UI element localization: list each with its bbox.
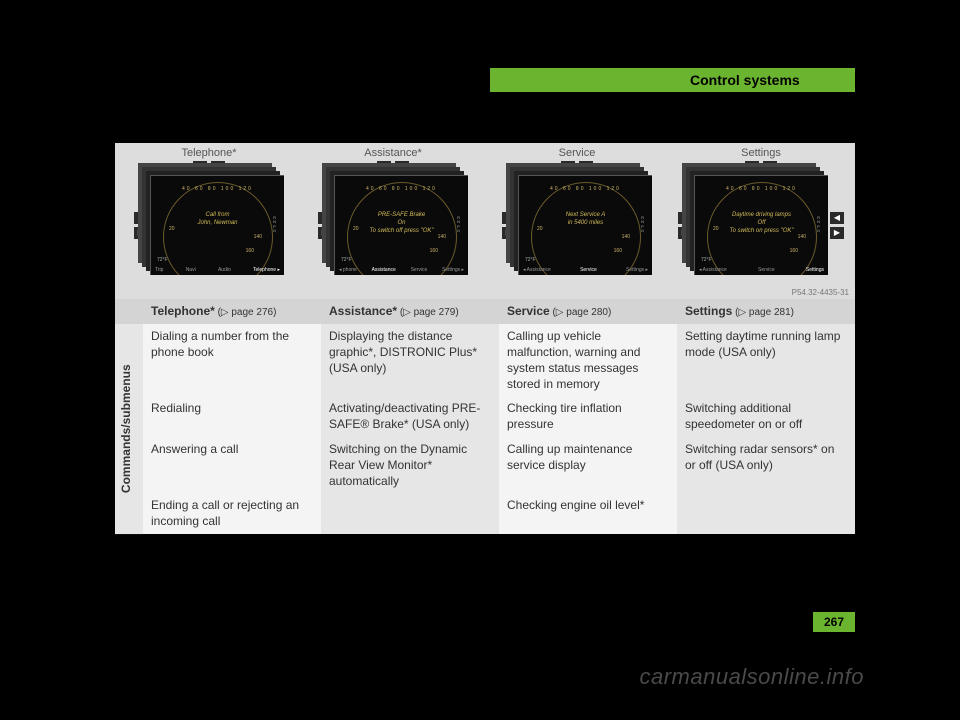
table-cell — [677, 493, 855, 533]
gauge-bottom-menu: ◂ Assistance Service Settings — [699, 267, 824, 273]
arrow-up-icon: ▲ — [745, 161, 759, 173]
gauge-screen: 40 60 80 100 120 20140160 72°F RNPD Next… — [518, 175, 652, 275]
arrow-up-icon: ▲ — [377, 161, 391, 173]
table-cell: Switching radar sensors* on or off (USA … — [677, 437, 855, 494]
gauge-message: PRE-SAFE Brake On To switch off press "O… — [335, 212, 468, 235]
table-cell: Setting daytime running lamp mode (USA o… — [677, 324, 855, 397]
gauge-message: Daytime driving lamps Off To switch on p… — [695, 212, 828, 235]
watermark-text: carmanualsonline.info — [639, 664, 864, 690]
table-cell: Calling up maintenance service display — [499, 437, 677, 494]
dial-ticks: 40 60 80 100 120 — [151, 186, 284, 192]
arrow-right-icon: ▶ — [830, 227, 844, 239]
arrow-right-icon: ▶ — [318, 227, 332, 239]
col-header-service: Service (▷ page 280) — [499, 299, 677, 324]
col-header-assistance: Assistance* (▷ page 279) — [321, 299, 499, 324]
arrow-down-icon: ▼ — [763, 161, 777, 173]
table-cell: Answering a call — [143, 437, 321, 494]
arrow-right-icon: ▶ — [678, 227, 692, 239]
section-title: Control systems — [690, 72, 800, 88]
table-cell: Redialing — [143, 396, 321, 436]
table-cell: Ending a call or rejecting an incoming c… — [143, 493, 321, 533]
table-cell: Displaying the distance graphic*, DISTRO… — [321, 324, 499, 397]
commands-table: Telephone* (▷ page 276) Assistance* (▷ p… — [115, 299, 855, 534]
gauge-bottom-menu: Trip Navi Audio Telephone ▸ — [155, 267, 280, 273]
gauge-bottom-menu: ◂ phone Assistance Service Settings ▸ — [339, 267, 464, 273]
instrument-panel-figure: Telephone* ▲ ▼ ◀ ▶ 40 60 80 100 120 2014… — [115, 143, 855, 299]
arrow-right-icon: ▶ — [134, 227, 148, 239]
left-right-arrows: ◀ ▶ — [134, 212, 148, 239]
gauge-title: Telephone* — [181, 147, 236, 159]
arrow-down-icon: ▼ — [579, 161, 593, 173]
table-cell: Switching on the Dynamic Rear View Monit… — [321, 437, 499, 494]
section-header-tab: Control systems — [490, 68, 855, 92]
table-cell: Checking tire inflation pressure — [499, 396, 677, 436]
table-cell: Checking engine oil level* — [499, 493, 677, 533]
row-group-label: Commands/submenus — [115, 324, 143, 534]
gauge-col-settings: Settings ▲ ▼ ◀ ▶ 40 60 80 100 120 20140160… — [669, 147, 853, 297]
gauge-screen: 40 60 80 100 120 20140160 72°F RNPD Dayt… — [694, 175, 828, 275]
arrow-up-icon: ▲ — [561, 161, 575, 173]
table-cell: Switching additional speedometer on or o… — [677, 396, 855, 436]
arrow-left-icon: ◀ — [134, 212, 148, 224]
arrow-left-icon: ◀ — [830, 212, 844, 224]
arrow-down-icon: ▼ — [395, 161, 409, 173]
gauge-title: Service — [559, 147, 596, 159]
gauge-col-service: Service ▲ ▼ ◀ ▶ 40 60 80 100 120 20140160 … — [485, 147, 669, 297]
gauge-title: Assistance* — [364, 147, 421, 159]
arrow-left-icon: ◀ — [318, 212, 332, 224]
gauge-screen: 40 60 80 100 120 20140160 72°F RNPD PRE-… — [334, 175, 468, 275]
gauge-bottom-menu: ◂ Assistance Service Settings ▸ — [523, 267, 648, 273]
up-down-arrows: ▲ ▼ — [193, 161, 225, 173]
gauge-col-telephone: Telephone* ▲ ▼ ◀ ▶ 40 60 80 100 120 2014… — [117, 147, 301, 297]
arrow-right-icon: ▶ — [502, 227, 516, 239]
page-number: 267 — [813, 612, 855, 632]
gauge-title: Settings — [741, 147, 781, 159]
arrow-up-icon: ▲ — [193, 161, 207, 173]
arrow-left-icon: ◀ — [502, 212, 516, 224]
gauge-screen: 40 60 80 100 120 20140160 72°F RNPD Call… — [150, 175, 284, 275]
table-corner — [115, 299, 143, 324]
gauge-message: Next Service A in 5400 miles — [519, 212, 652, 228]
arrow-down-icon: ▼ — [211, 161, 225, 173]
gauge-col-assistance: Assistance* ▲ ▼ ◀ ▶ 40 60 80 100 120 20140… — [301, 147, 485, 297]
table-cell — [321, 493, 499, 533]
gauge-message: Call from John, Newman — [151, 212, 284, 228]
col-header-telephone: Telephone* (▷ page 276) — [143, 299, 321, 324]
temp-readout: 72°F — [157, 257, 168, 263]
table-cell: Dialing a number from the phone book — [143, 324, 321, 397]
arrow-left-icon: ◀ — [678, 212, 692, 224]
figure-code: P54.32-4435-31 — [792, 288, 849, 297]
table-cell: Activating/deactivating PRE-SAFE® Brake*… — [321, 396, 499, 436]
col-header-settings: Settings (▷ page 281) — [677, 299, 855, 324]
table-cell: Calling up vehicle malfunction, warning … — [499, 324, 677, 397]
